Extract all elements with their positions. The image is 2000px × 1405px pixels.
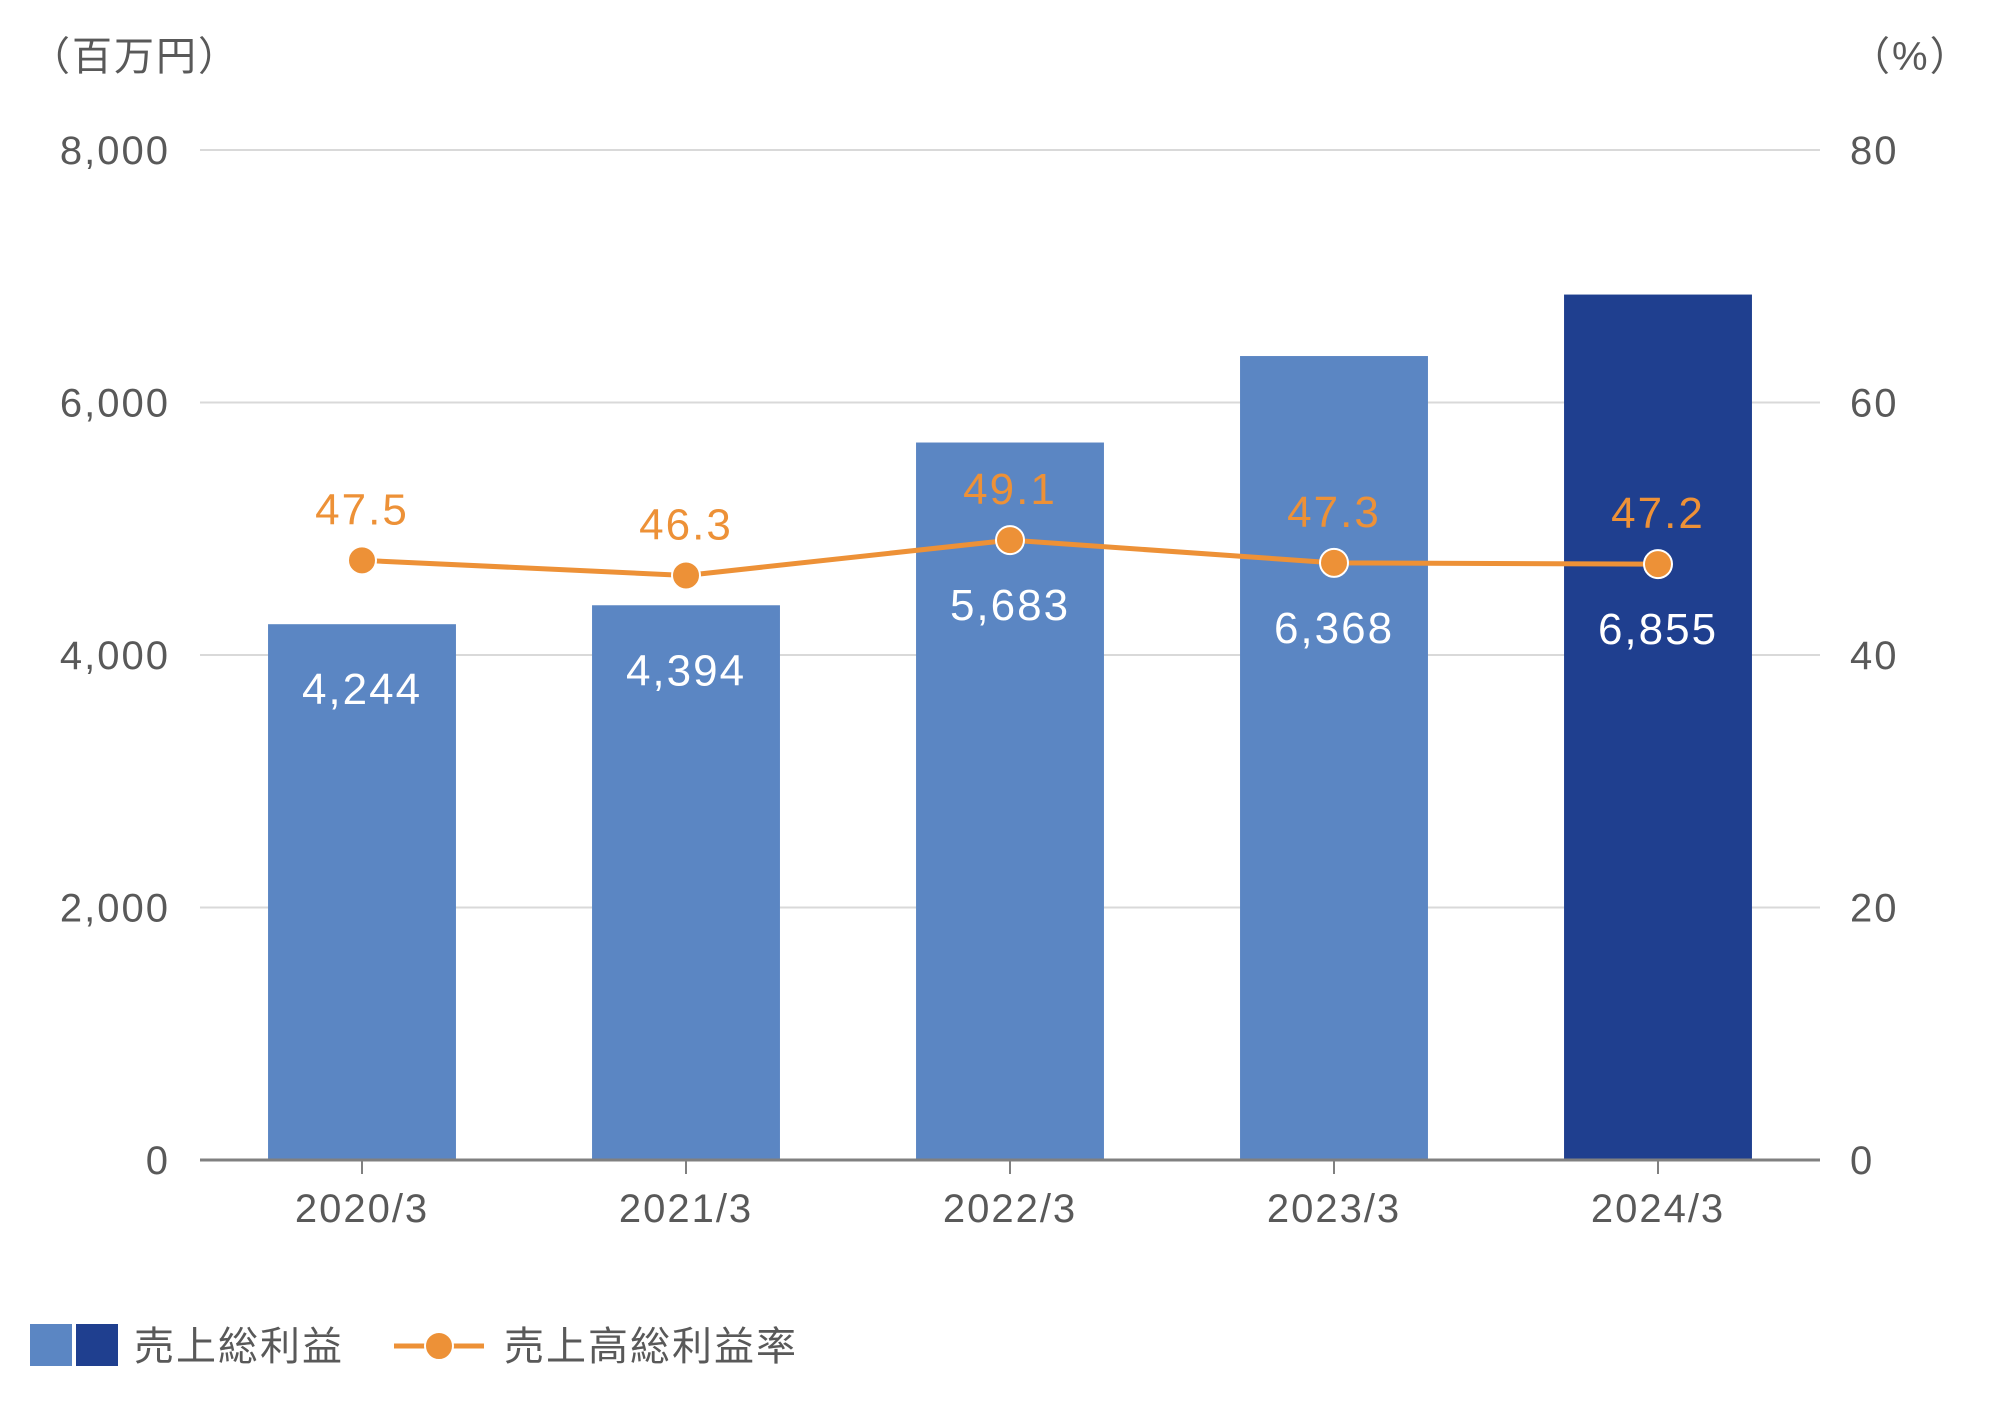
x-tick-label: 2022/3 <box>943 1187 1077 1231</box>
y-right-axis-title: （%） <box>1850 35 1972 79</box>
bar-value-label: 4,394 <box>626 646 746 695</box>
y-left-tick-label: 8,000 <box>60 129 170 173</box>
legend-swatch-bar-1 <box>30 1324 72 1366</box>
line-value-label: 47.2 <box>1611 489 1705 538</box>
line-value-label: 47.3 <box>1287 488 1381 537</box>
bar <box>1240 356 1428 1160</box>
bar-value-label: 5,683 <box>950 581 1070 630</box>
x-tick-label: 2021/3 <box>619 1187 753 1231</box>
legend-label-line: 売上高総利益率 <box>504 1325 798 1369</box>
legend-label-bars: 売上総利益 <box>134 1325 344 1369</box>
bar-value-label: 4,244 <box>302 665 422 714</box>
y-left-tick-label: 4,000 <box>60 634 170 678</box>
y-right-tick-label: 0 <box>1850 1139 1874 1183</box>
y-right-tick-label: 20 <box>1850 887 1899 931</box>
line-value-label: 47.5 <box>315 485 409 534</box>
legend-line-marker-icon <box>425 1332 453 1360</box>
y-right-tick-label: 80 <box>1850 129 1899 173</box>
chart-container: 0 2,000 4,000 6,000 8,000 0 20 40 60 80 2020/3 2021… <box>0 0 2000 1405</box>
legend-swatch-bar-2 <box>76 1324 118 1366</box>
chart-svg: 0 2,000 4,000 6,000 8,000 0 20 40 60 80 2020/3 2021… <box>0 0 2000 1405</box>
line-value-label: 46.3 <box>639 500 733 549</box>
line-value-label: 49.1 <box>963 465 1057 514</box>
y-right-tick-label: 40 <box>1850 634 1899 678</box>
line-marker <box>1644 550 1672 578</box>
x-tick-label: 2024/3 <box>1591 1187 1725 1231</box>
line-marker <box>672 561 700 589</box>
bar-value-label: 6,368 <box>1274 604 1394 653</box>
y-left-axis-title: （百万円） <box>30 35 240 79</box>
line-marker <box>996 526 1024 554</box>
line-marker <box>348 546 376 574</box>
x-tick-label: 2023/3 <box>1267 1187 1401 1231</box>
bar-value-label: 6,855 <box>1598 605 1718 654</box>
x-tick-label: 2020/3 <box>295 1187 429 1231</box>
y-left-tick-label: 0 <box>146 1139 170 1183</box>
line-marker <box>1320 549 1348 577</box>
bar <box>1564 295 1752 1160</box>
y-right-tick-label: 60 <box>1850 382 1899 426</box>
y-left-tick-label: 6,000 <box>60 382 170 426</box>
y-left-tick-label: 2,000 <box>60 887 170 931</box>
